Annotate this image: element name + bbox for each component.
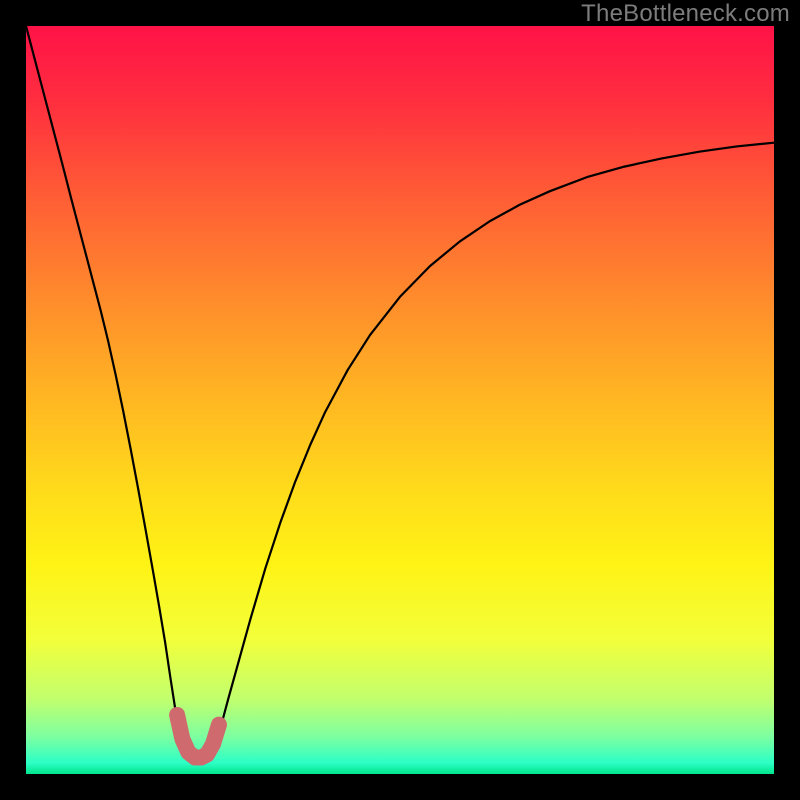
gradient-background bbox=[26, 26, 774, 774]
chart-frame: TheBottleneck.com bbox=[0, 0, 800, 800]
bottleneck-curve-chart bbox=[0, 0, 800, 800]
watermark-label: TheBottleneck.com bbox=[581, 0, 790, 28]
